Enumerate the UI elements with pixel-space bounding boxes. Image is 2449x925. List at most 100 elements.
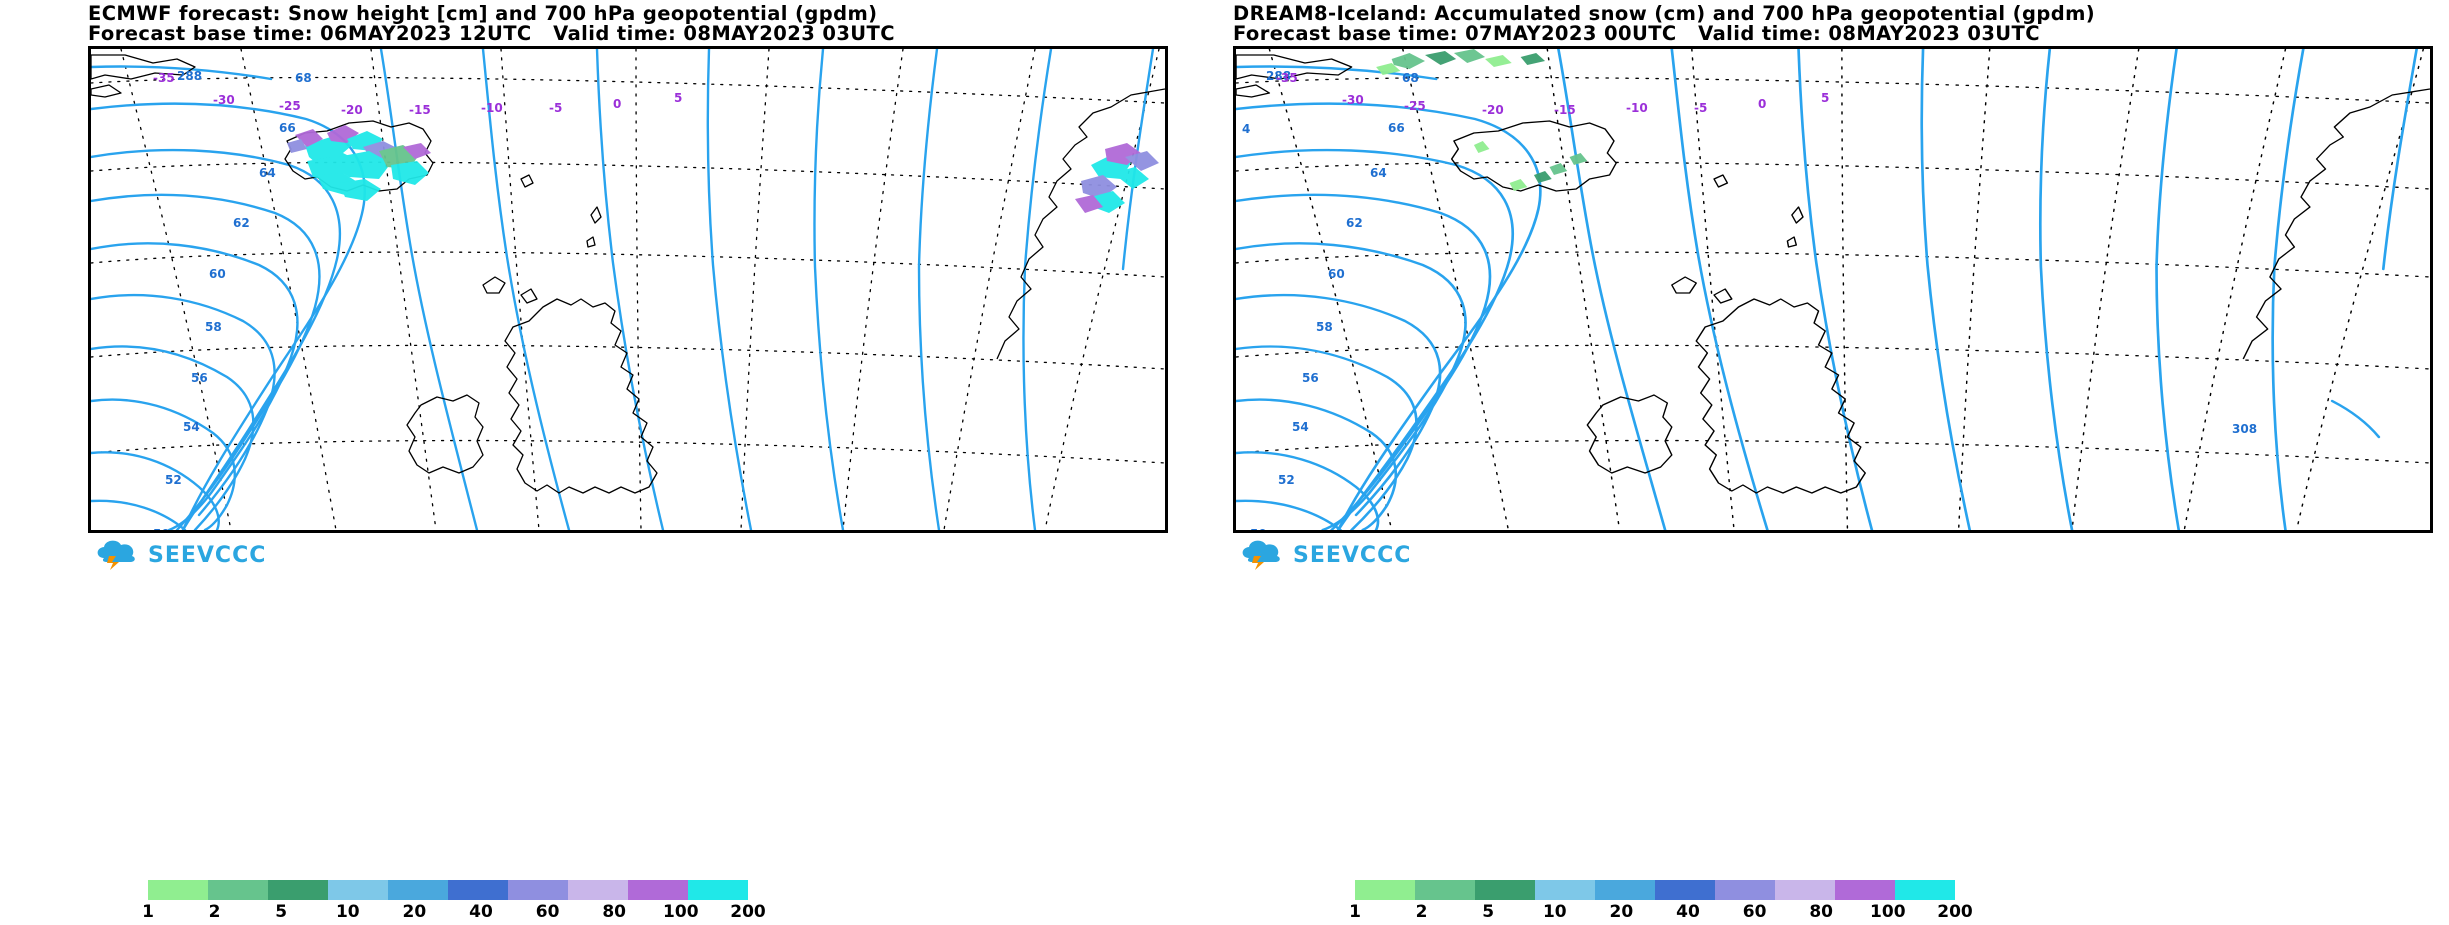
temp-label: -15: [409, 103, 431, 117]
temp-label: 0: [1758, 97, 1767, 111]
colorbar-ticks-right: 1 2 5 10 20 40 60 80 100 200: [1349, 880, 1973, 922]
dream8-panel-titles: DREAM8-Iceland: Accumulated snow (cm) an…: [1233, 4, 2333, 44]
colorbar-tick: 10: [335, 902, 360, 922]
colorbar-segment: [568, 880, 628, 900]
colorbar-segment: [448, 880, 508, 900]
colorbar-tick: 20: [1609, 902, 1634, 922]
seevccc-logo: SEEVCCC: [92, 536, 322, 570]
height-label: 66: [1388, 121, 1405, 135]
temp-label: -20: [341, 103, 363, 117]
snow-field: [287, 125, 1159, 213]
height-label: 58: [1316, 320, 1333, 334]
colorbar-tick: 100: [663, 902, 699, 922]
temp-label: 5: [674, 91, 683, 105]
seevccc-logo-text: SEEVCCC: [1293, 543, 1411, 568]
colorbar-segment: [328, 880, 388, 900]
temp-label: -25: [279, 99, 301, 113]
temp-label: -30: [213, 93, 235, 107]
forecast-time-line: Forecast base time: 07MAY2023 00UTC Vali…: [1233, 22, 2040, 45]
height-label: 52: [1278, 473, 1295, 487]
height-label: 50: [153, 527, 170, 530]
seevccc-logo-graphic: SEEVCCC: [97, 540, 266, 570]
graticule: [1236, 49, 2430, 530]
coastlines: [1236, 54, 2430, 494]
temp-label: -35: [1276, 71, 1298, 85]
temp-label: 5: [1821, 91, 1830, 105]
dream8-map[interactable]: 288 68 4 66 64 62 60 58 56 54 52 50 308 …: [1233, 46, 2433, 533]
colorbar-tick: 2: [208, 902, 221, 922]
temp-label: -25: [1404, 99, 1426, 113]
seevccc-logo-text: SEEVCCC: [148, 543, 266, 568]
temp-label: -5: [549, 101, 563, 115]
height-label: 54: [1292, 420, 1309, 434]
colorbar-tick: 100: [1870, 902, 1906, 922]
colorbar-tick: 1: [142, 902, 154, 922]
temp-label: -10: [1626, 101, 1648, 115]
ecmwf-map[interactable]: 288 68 66 64 62 60 58 56 54 52 50 -35 -3…: [88, 46, 1168, 533]
height-label: 56: [191, 371, 208, 385]
height-label: 60: [1328, 267, 1345, 281]
colorbar-segment: [1415, 880, 1475, 900]
colorbar-segment: [1835, 880, 1895, 900]
seevccc-logo: SEEVCCC: [1237, 536, 1467, 570]
colorbar-tick: 20: [402, 902, 427, 922]
colorbar-segment: [1715, 880, 1775, 900]
geopotential-contours: [91, 49, 1155, 530]
map-canvas: [91, 49, 1165, 530]
colorbar-tick: 5: [1482, 902, 1495, 922]
map-graphics: [91, 49, 1165, 530]
colorbar-tick: 40: [1676, 902, 1700, 922]
colorbar-tick: 80: [602, 902, 627, 922]
temp-label: -30: [1342, 93, 1364, 107]
colorbar-segment: [1595, 880, 1655, 900]
colorbar-tick: 1: [1349, 902, 1361, 922]
cloud-icon: [1242, 540, 1280, 570]
map-graphics: [1236, 49, 2430, 530]
colorbar-segment: [388, 880, 448, 900]
height-label: 4: [1242, 122, 1251, 136]
height-label: 308: [2232, 422, 2258, 436]
ecmwf-panel: ECMWF forecast: Snow height [cm] and 700…: [0, 0, 1224, 925]
colorbar-tick: 2: [1415, 902, 1428, 922]
dream8-panel: DREAM8-Iceland: Accumulated snow (cm) an…: [1225, 0, 2449, 925]
colorbar-tick: 40: [469, 902, 493, 922]
colorbar-tick: 200: [730, 902, 766, 922]
height-label: 64: [259, 166, 276, 180]
height-label: 66: [279, 121, 296, 135]
snow-colorbar-right: [1355, 880, 1955, 900]
colorbar-segment: [1775, 880, 1835, 900]
colorbar-segment: [1475, 880, 1535, 900]
colorbar-tick: 5: [275, 902, 288, 922]
colorbar-segment: [268, 880, 328, 900]
snow-field: [1376, 49, 1588, 191]
forecast-time-line: Forecast base time: 06MAY2023 12UTC Vali…: [88, 22, 895, 45]
height-label: 60: [209, 267, 226, 281]
colorbar-segment: [628, 880, 688, 900]
colorbar-segment: [1655, 880, 1715, 900]
colorbar-tick: 200: [1937, 902, 1973, 922]
map-canvas: [1236, 49, 2430, 530]
ecmwf-panel-titles: ECMWF forecast: Snow height [cm] and 700…: [88, 4, 1188, 44]
height-label: 288: [1266, 69, 1292, 83]
colorbar-segment: [208, 880, 268, 900]
page-title: DREAM8-Iceland: Accumulated snow (cm) an…: [1233, 2, 2096, 25]
height-label: 54: [183, 420, 200, 434]
temp-label: -15: [1554, 103, 1576, 117]
colorbar-ticks-left: 1 2 5 10 20 40 60 80 100 200: [142, 880, 766, 922]
height-label: 62: [233, 216, 250, 230]
colorbar-segment: [508, 880, 568, 900]
colorbar-segment: [148, 880, 208, 900]
snow-colorbar-left: [148, 880, 748, 900]
colorbar-tick: 60: [1742, 902, 1767, 922]
height-label: 50: [1250, 527, 1267, 530]
graticule: [91, 49, 1165, 530]
geopotential-contours: [1236, 49, 2418, 530]
temp-label: -5: [1694, 101, 1708, 115]
colorbar-segment: [688, 880, 748, 900]
colorbar-segment: [1535, 880, 1595, 900]
height-label: 68: [295, 71, 312, 85]
temp-label: -10: [481, 101, 503, 115]
height-label: 288: [177, 69, 203, 83]
colorbar-tick: 10: [1542, 902, 1567, 922]
